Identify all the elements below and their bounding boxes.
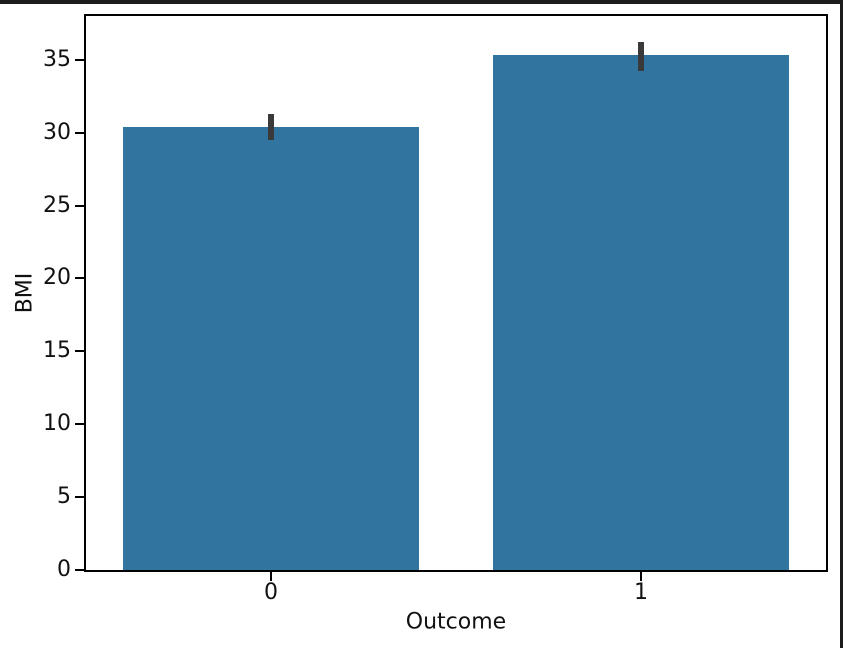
bar-outcome-0 [123,127,419,570]
plot-area [84,14,828,572]
y-tick-0 [75,569,84,571]
y-tick-30 [75,132,84,134]
y-tick-35 [75,59,84,61]
window-border-top [0,0,843,4]
y-tick-label-5: 5 [57,484,71,509]
y-tick-label-15: 15 [43,338,71,363]
error-bar-outcome-0 [268,114,274,140]
y-tick-label-35: 35 [43,47,71,72]
y-tick-25 [75,205,84,207]
y-tick-label-0: 0 [57,557,71,582]
y-tick-label-25: 25 [43,193,71,218]
x-tick-label-1: 1 [634,580,648,605]
y-tick-label-20: 20 [43,265,71,290]
y-tick-20 [75,277,84,279]
y-tick-5 [75,496,84,498]
x-tick-label-0: 0 [264,580,278,605]
x-tick-0 [270,572,272,581]
x-axis-label: Outcome [405,609,507,635]
y-tick-15 [75,350,84,352]
bar-outcome-1 [493,55,789,570]
x-tick-1 [640,572,642,581]
y-tick-label-10: 10 [43,411,71,436]
window-border-right [840,0,843,648]
y-axis-label: BMI [12,272,38,314]
y-tick-label-30: 30 [43,120,71,145]
y-tick-10 [75,423,84,425]
error-bar-outcome-1 [638,42,644,71]
